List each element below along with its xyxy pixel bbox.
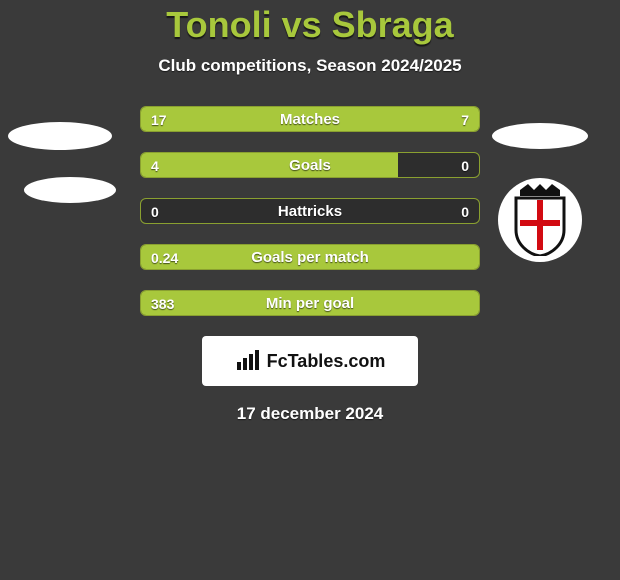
stat-row: Goals4 0 xyxy=(140,152,480,178)
left-player-avatar xyxy=(8,122,112,150)
stats-card: Tonoli vs Sbraga Club competitions, Seas… xyxy=(0,0,620,580)
right-club-badge xyxy=(498,178,582,262)
stat-label: Matches xyxy=(141,107,479,132)
stat-row: Goals per match0.24 xyxy=(140,244,480,270)
left-value: 0.24 xyxy=(151,245,178,270)
branding-text: FcTables.com xyxy=(267,351,386,372)
right-player-avatar xyxy=(492,123,588,149)
right-value: 0 xyxy=(461,153,469,178)
stat-row: Matches17 7 xyxy=(140,106,480,132)
left-value: 383 xyxy=(151,291,174,316)
date-text: 17 december 2024 xyxy=(0,404,620,424)
page-title: Tonoli vs Sbraga xyxy=(0,0,620,46)
subtitle: Club competitions, Season 2024/2025 xyxy=(0,56,620,76)
bars-icon xyxy=(235,350,261,372)
left-value: 0 xyxy=(151,199,159,224)
right-value: 7 xyxy=(461,107,469,132)
left-club-avatar xyxy=(24,177,116,203)
right-value: 0 xyxy=(461,199,469,224)
stat-label: Goals xyxy=(141,153,479,178)
stat-label: Goals per match xyxy=(141,245,479,270)
stat-label: Hattricks xyxy=(141,199,479,224)
stat-row: Hattricks0 0 xyxy=(140,198,480,224)
branding-box: FcTables.com xyxy=(202,336,418,386)
shield-icon xyxy=(508,184,572,256)
left-value: 4 xyxy=(151,153,159,178)
left-value: 17 xyxy=(151,107,167,132)
stat-label: Min per goal xyxy=(141,291,479,316)
stat-row: Min per goal383 xyxy=(140,290,480,316)
